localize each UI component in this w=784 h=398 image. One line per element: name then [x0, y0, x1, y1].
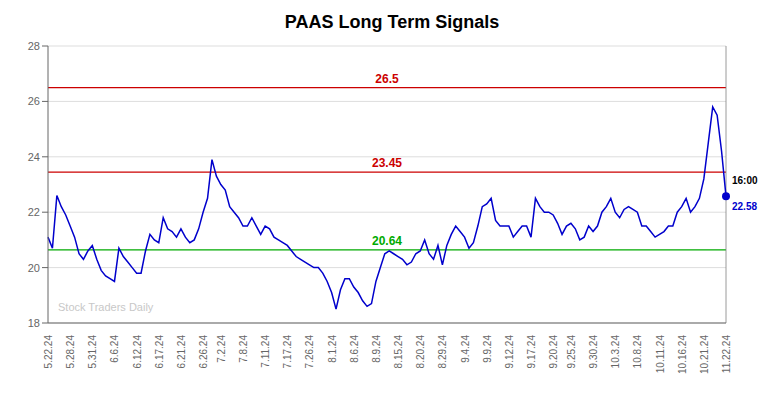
- svg-text:7.11.24: 7.11.24: [260, 335, 271, 368]
- svg-text:5.28.24: 5.28.24: [65, 335, 76, 369]
- svg-text:26.5: 26.5: [375, 72, 399, 86]
- svg-text:7.8.24: 7.8.24: [238, 335, 249, 363]
- svg-text:22: 22: [28, 206, 40, 218]
- html-text:PAAS Long Term Signals: PAAS Long Term Signals: [284, 12, 500, 32]
- svg-text:9.20.24: 9.20.24: [548, 335, 559, 369]
- svg-text:8.1.24: 8.1.24: [327, 335, 338, 363]
- svg-text:9.4.24: 9.4.24: [460, 335, 471, 363]
- svg-text:9.30.24: 9.30.24: [588, 335, 599, 369]
- svg-text:6.17.24: 6.17.24: [154, 335, 165, 369]
- svg-text:18: 18: [28, 317, 40, 329]
- svg-text:5.31.24: 5.31.24: [87, 335, 98, 369]
- svg-text:11.22.24: 11.22.24: [721, 335, 732, 374]
- svg-text:9.17.24: 9.17.24: [526, 335, 537, 369]
- svg-text:24: 24: [28, 151, 40, 163]
- svg-text:8.15.24: 8.15.24: [393, 335, 404, 369]
- html-text:Stock Traders Daily: Stock Traders Daily: [58, 301, 154, 313]
- svg-text:6.21.24: 6.21.24: [176, 335, 187, 369]
- svg-text:7.26.24: 7.26.24: [304, 335, 315, 369]
- svg-text:10.16.24: 10.16.24: [677, 335, 688, 374]
- svg-text:9.9.24: 9.9.24: [482, 335, 493, 363]
- svg-text:9.12.24: 9.12.24: [504, 335, 515, 369]
- svg-text:9.25.24: 9.25.24: [566, 335, 577, 369]
- svg-text:6.12.24: 6.12.24: [132, 335, 143, 369]
- svg-text:20.64: 20.64: [372, 234, 402, 248]
- svg-text:8.20.24: 8.20.24: [415, 335, 426, 369]
- svg-text:8.29.24: 8.29.24: [437, 335, 448, 369]
- svg-text:23.45: 23.45: [372, 156, 402, 170]
- svg-text:10.8.24: 10.8.24: [632, 335, 643, 369]
- svg-text:10.3.24: 10.3.24: [610, 335, 621, 369]
- svg-text:8.9.24: 8.9.24: [371, 335, 382, 363]
- svg-text:28: 28: [28, 40, 40, 52]
- svg-text:6.6.24: 6.6.24: [109, 335, 120, 363]
- svg-text:5.22.24: 5.22.24: [43, 335, 54, 369]
- svg-text:6.26.24: 6.26.24: [198, 335, 209, 369]
- svg-text:20: 20: [28, 262, 40, 274]
- svg-text:8.6.24: 8.6.24: [349, 335, 360, 363]
- svg-text:10.11.24: 10.11.24: [655, 335, 666, 374]
- svg-text:10.21.24: 10.21.24: [699, 335, 710, 374]
- svg-text:16:00: 16:00: [732, 175, 758, 186]
- svg-text:7.17.24: 7.17.24: [282, 335, 293, 369]
- svg-text:7.2.24: 7.2.24: [216, 335, 227, 363]
- svg-text:22.58: 22.58: [732, 201, 757, 212]
- svg-text:26: 26: [28, 95, 40, 107]
